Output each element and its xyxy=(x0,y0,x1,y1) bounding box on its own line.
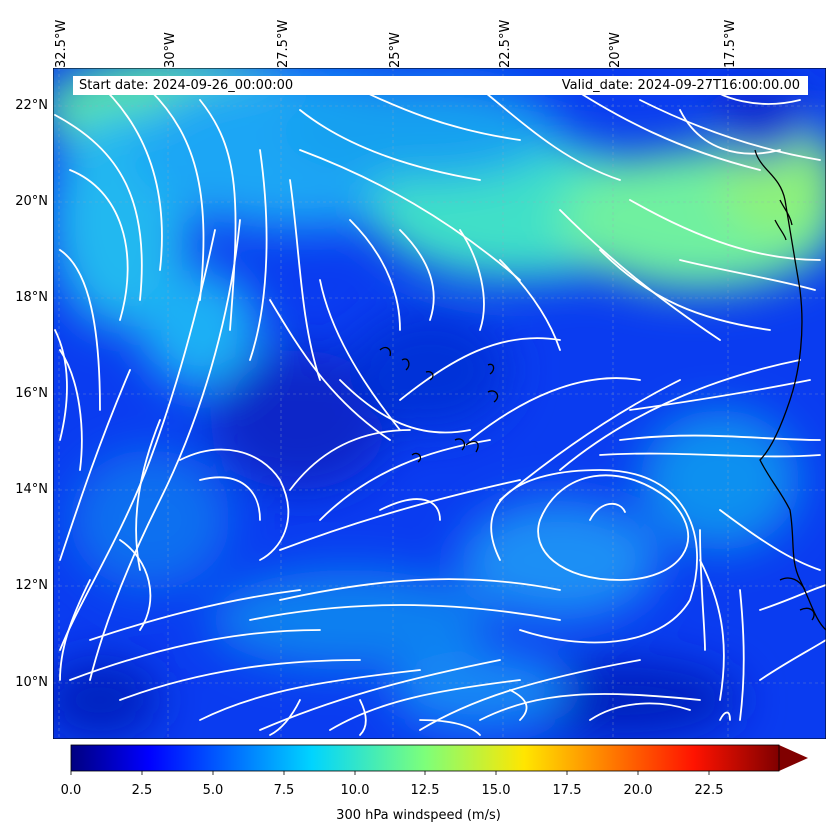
longitude-label: 20°W xyxy=(608,32,623,68)
latitude-label: 16°N xyxy=(15,386,48,401)
graticule xyxy=(53,68,826,739)
start-date-label: Start date: 2024-09-26_00:00:00 xyxy=(79,78,294,93)
colorbar-tick-label: 12.5 xyxy=(410,783,440,798)
latitude-label: 14°N xyxy=(15,482,48,497)
date-banner: Start date: 2024-09-26_00:00:00 Valid_da… xyxy=(73,76,808,95)
coastlines xyxy=(379,149,826,631)
latitude-label: 22°N xyxy=(15,98,48,113)
colorbar-ramp xyxy=(71,745,779,771)
colorbar-title: 300 hPa windspeed (m/s) xyxy=(336,808,501,823)
colorbar-tick-label: 7.5 xyxy=(273,783,295,798)
colorbar-ticks xyxy=(70,771,710,775)
latitude-label: 12°N xyxy=(15,578,48,593)
map-panel xyxy=(53,68,826,739)
valid-date-label: Valid_date: 2024-09-27T16:00:00.00 xyxy=(561,78,800,93)
colorbar-tick-label: 15.0 xyxy=(481,783,511,798)
colorbar xyxy=(70,744,808,775)
longitude-label: 30°W xyxy=(163,32,178,68)
longitude-label: 17.5°W xyxy=(723,19,738,68)
colorbar-tick-label: 22.5 xyxy=(694,783,724,798)
colorbar-tick-label: 10.0 xyxy=(340,783,370,798)
colorbar-extend-arrow xyxy=(779,745,808,771)
streamlines xyxy=(54,79,826,736)
latitude-label: 10°N xyxy=(15,675,48,690)
latitude-label: 20°N xyxy=(15,194,48,209)
colorbar-tick-label: 17.5 xyxy=(552,783,582,798)
colorbar-tick-label: 5.0 xyxy=(202,783,224,798)
colorbar-tick-label: 0.0 xyxy=(60,783,82,798)
latitude-label: 18°N xyxy=(15,290,48,305)
colorbar-tick-label: 2.5 xyxy=(131,783,153,798)
longitude-label: 25°W xyxy=(388,32,403,68)
longitude-label: 32.5°W xyxy=(54,19,69,68)
longitude-label: 27.5°W xyxy=(276,19,291,68)
longitude-label: 22.5°W xyxy=(498,19,513,68)
colorbar-tick-label: 20.0 xyxy=(623,783,653,798)
windspeed-contours xyxy=(53,68,826,739)
